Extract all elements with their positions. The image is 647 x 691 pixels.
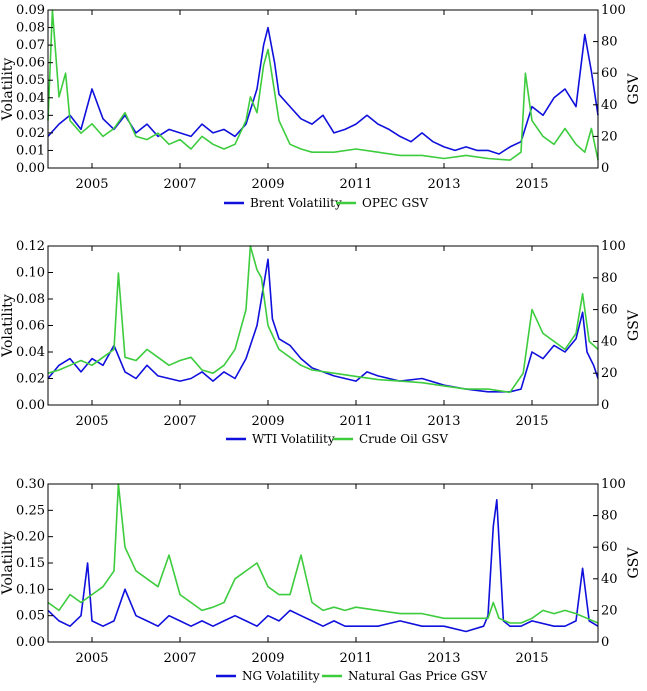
legend: NG Volatility Natural Gas Price GSV (216, 669, 488, 683)
series-line-volatility (47, 26, 599, 155)
legend-label: Natural Gas Price GSV (348, 669, 488, 683)
y-tick-label: 0.04 (16, 91, 45, 106)
y2-tick-label: 0 (601, 635, 609, 650)
y-tick-label: 0.25 (16, 503, 45, 518)
x-tick-label: 2013 (427, 414, 460, 429)
chart-panel-1: 2005 2007 2009 2011 2013 2015 0.00 0.01 0.02 0.03… (0, 3, 642, 210)
legend-label: OPEC GSV (362, 196, 428, 210)
legend-label: Brent Volatility (250, 196, 342, 210)
y-axis-label: Volatility (0, 58, 16, 122)
y-tick-label: 0.03 (16, 108, 45, 123)
x-tick-label: 2009 (251, 651, 284, 666)
legend: Brent Volatility OPEC GSV (224, 196, 428, 210)
y-tick-label: 0.12 (16, 239, 45, 254)
x-tick-label: 2005 (75, 177, 108, 192)
plot-frame (47, 245, 599, 406)
series-line-gsv (47, 9, 599, 161)
y-tick-label: 0.00 (16, 398, 45, 413)
x-tick-label: 2007 (163, 414, 196, 429)
y2-tick-label: 0 (601, 398, 609, 413)
y2-tick-label: 40 (601, 572, 618, 587)
y2-tick-label: 80 (601, 271, 618, 286)
legend-label: Crude Oil GSV (359, 432, 448, 446)
x-tick-label: 2015 (515, 414, 548, 429)
y-tick-label: 0.08 (16, 292, 45, 307)
y-tick-label: 0.04 (16, 345, 45, 360)
y2-tick-label: 60 (601, 303, 618, 318)
y-axis-label: Volatility (0, 532, 16, 596)
y-tick-label: 0.00 (16, 635, 45, 650)
y2-axis-label: GSV (626, 309, 642, 341)
y-axis-label: Volatility (0, 294, 16, 358)
y-tick-label: 0.02 (16, 126, 45, 141)
y2-tick-label: 20 (601, 603, 618, 618)
legend: WTI Volatility Crude Oil GSV (226, 432, 448, 446)
plot-frame (47, 9, 599, 169)
legend-label: NG Volatility (242, 669, 320, 683)
y-tick-label: 0.01 (16, 143, 45, 158)
y-tick-label: 0.09 (16, 3, 45, 18)
x-tick-label: 2007 (163, 651, 196, 666)
y2-axis-label: GSV (626, 547, 642, 579)
x-tick-label: 2007 (163, 177, 196, 192)
x-tick-label: 2009 (251, 414, 284, 429)
y2-tick-label: 40 (601, 334, 618, 349)
y2-tick-label: 100 (601, 3, 626, 18)
series-line-volatility (47, 258, 599, 393)
series-line-gsv (47, 245, 599, 394)
x-tick-label: 2015 (515, 651, 548, 666)
x-tick-label: 2005 (75, 414, 108, 429)
x-tick-label: 2005 (75, 651, 108, 666)
x-tick-label: 2011 (339, 651, 372, 666)
x-tick-label: 2011 (339, 414, 372, 429)
x-tick-label: 2013 (427, 177, 460, 192)
y-tick-label: 0.20 (16, 530, 45, 545)
y2-tick-label: 80 (601, 509, 618, 524)
y2-tick-label: 20 (601, 129, 618, 144)
y2-tick-label: 0 (601, 161, 609, 176)
legend-label: WTI Volatility (252, 432, 335, 446)
y-tick-label: 0.30 (16, 477, 45, 492)
x-tick-label: 2013 (427, 651, 460, 666)
y-tick-label: 0.06 (16, 56, 45, 71)
y-tick-label: 0.10 (16, 266, 45, 281)
y-tick-label: 0.05 (16, 73, 45, 88)
y2-axis-label: GSV (626, 73, 642, 105)
series-line-gsv (47, 483, 599, 624)
x-tick-label: 2015 (515, 177, 548, 192)
chart-panel-2: 2005 2007 2009 2011 2013 2015 0.00 0.02 0.04 0.06… (0, 239, 642, 446)
y-tick-label: 0.02 (16, 372, 45, 387)
series-line-volatility (47, 498, 599, 633)
y2-tick-label: 40 (601, 98, 618, 113)
y-tick-label: 0.05 (16, 609, 45, 624)
chart-panel-3: 2005 2007 2009 2011 2013 2015 0.00 0.05 0.10 0.15… (0, 477, 642, 683)
x-tick-label: 2009 (251, 177, 284, 192)
y-tick-label: 0.00 (16, 161, 45, 176)
x-tick-label: 2011 (339, 177, 372, 192)
y2-tick-label: 60 (601, 540, 618, 555)
y-tick-label: 0.10 (16, 582, 45, 597)
y2-tick-label: 80 (601, 35, 618, 50)
plot-frame (47, 483, 599, 643)
y-tick-label: 0.07 (16, 38, 45, 53)
y2-tick-label: 100 (601, 239, 626, 254)
y2-tick-label: 20 (601, 366, 618, 381)
y2-tick-label: 100 (601, 477, 626, 492)
y-tick-label: 0.15 (16, 556, 45, 571)
y-tick-label: 0.06 (16, 319, 45, 334)
y-tick-label: 0.08 (16, 21, 45, 36)
y2-tick-label: 60 (601, 66, 618, 81)
